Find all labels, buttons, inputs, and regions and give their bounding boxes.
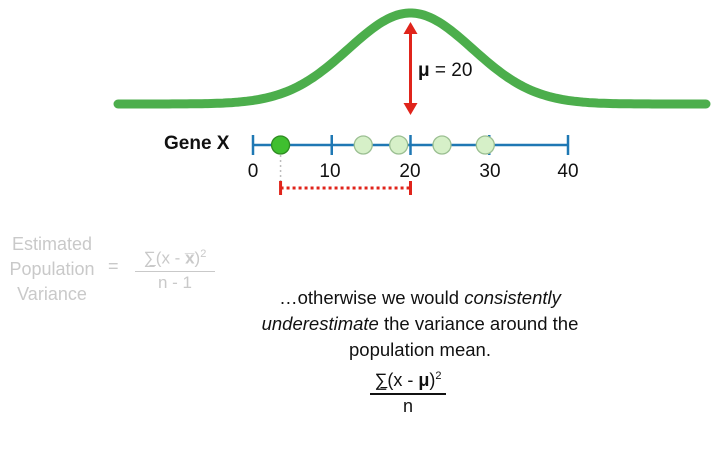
explanation-text: …otherwise we would consistently underest…	[225, 285, 615, 363]
mu-symbol: μ	[418, 60, 430, 81]
formula-numerator: ∑(x - μ)2	[373, 370, 444, 393]
message-part: the variance around the population mean.	[349, 313, 579, 360]
gene-x-axis	[251, 135, 570, 155]
formula-denominator: n - 1	[157, 273, 193, 293]
arrow-head-up	[403, 22, 418, 34]
numerator-close-paren: )	[194, 248, 201, 268]
message-italic: underestimate	[261, 313, 379, 334]
mu-value-text: = 20	[429, 60, 473, 81]
estimated-label-line: Population	[9, 259, 95, 279]
population-variance-formula: ∑(x - μ)2 n	[370, 370, 446, 417]
x-bar-symbol: x̅	[185, 248, 195, 268]
gene-label: Gene X	[164, 133, 230, 154]
estimated-variance-label: Estimated Population Variance	[0, 232, 104, 307]
highlighted-data-point	[270, 135, 291, 155]
sigma-symbol: ∑	[143, 248, 156, 268]
data-point	[353, 135, 373, 155]
sigma-symbol: ∑	[374, 370, 388, 390]
fraction-bar	[370, 393, 446, 395]
axis-tick-label: 30	[479, 161, 501, 182]
message-italic: consistently	[464, 287, 561, 308]
fraction-bar	[135, 270, 215, 273]
axis-tick-label: 20	[399, 161, 421, 182]
axis-tick-label: 0	[247, 161, 259, 182]
arrow-head-down	[403, 103, 418, 115]
data-point	[389, 135, 409, 155]
exponent: 2	[200, 248, 207, 260]
estimated-label-line: Estimated	[11, 234, 93, 254]
axis-tick-label: 10	[319, 161, 341, 182]
numerator-x-text: (x -	[387, 370, 419, 390]
estimated-variance-formula: ∑(x - x̅)2 n - 1	[135, 248, 215, 293]
mu-symbol: μ	[418, 370, 430, 390]
message-part: …otherwise we would	[279, 287, 465, 308]
data-point	[475, 135, 495, 155]
formula-numerator: ∑(x - x̅)2	[142, 248, 209, 271]
data-points	[270, 135, 495, 155]
exponent: 2	[435, 370, 442, 382]
equals-sign: =	[108, 256, 119, 276]
distance-to-mean-indicator	[279, 155, 412, 195]
axis-tick-label: 40	[557, 161, 579, 182]
mean-arrow	[403, 22, 418, 115]
estimated-label-line: Variance	[17, 284, 87, 304]
numerator-close-paren: )	[429, 370, 436, 390]
formula-denominator: n	[402, 396, 413, 416]
data-point	[432, 135, 452, 155]
numerator-x-text: (x -	[155, 248, 186, 268]
mu-annotation: μ = 20	[418, 60, 472, 82]
normal-distribution-curve	[113, 8, 711, 109]
